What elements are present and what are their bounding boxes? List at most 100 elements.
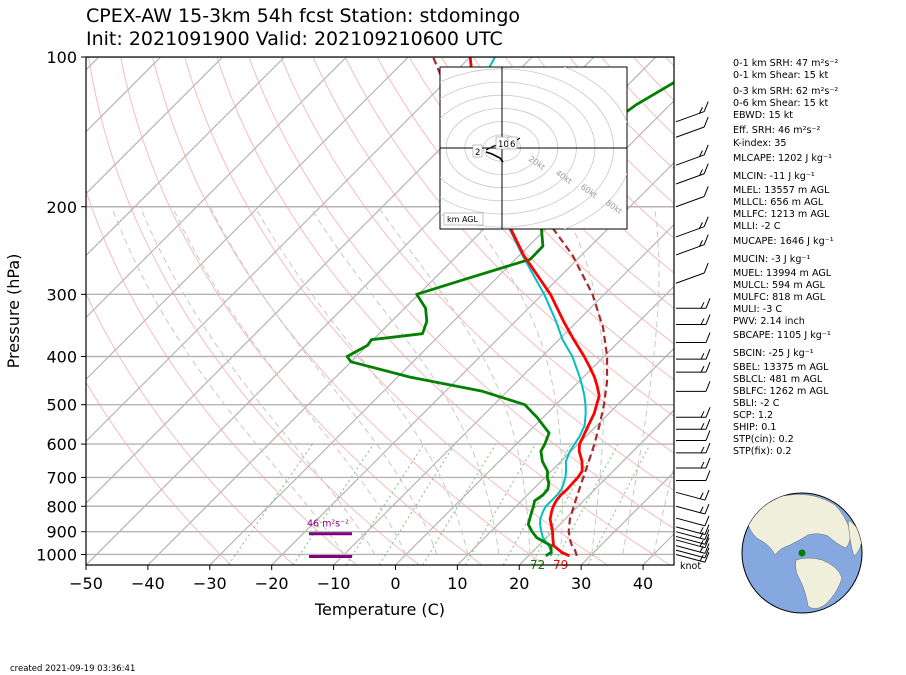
- index-item: 0-1 km Shear: 15 kt: [733, 70, 829, 81]
- wind-barbs: [675, 101, 711, 563]
- station-marker: [798, 549, 806, 557]
- moist-adiabat: [254, 206, 469, 555]
- wind-barb-flag: [704, 489, 710, 501]
- wind-barb-flag: [704, 543, 710, 554]
- wind-barb-half: [699, 506, 704, 513]
- x-tick-label: 20: [509, 574, 529, 593]
- isotherm-line: [86, 57, 224, 195]
- hodograph-trace: [485, 151, 504, 163]
- index-item: MLLFC: 1213 m AGL: [733, 209, 830, 220]
- plot-frame: [85, 56, 675, 566]
- wind-barb-half: [699, 545, 704, 553]
- index-item: MLLCL: 656 m AGL: [733, 197, 824, 208]
- index-item: K-index: 35: [733, 138, 787, 149]
- dry-adiabat: [408, 57, 674, 345]
- y-tick-label: 400: [46, 348, 77, 367]
- index-item: SBLI: -2 C: [733, 398, 780, 409]
- moist-adiabat: [463, 206, 563, 555]
- index-item: MUEL: 13994 m AGL: [733, 268, 832, 279]
- index-item: MLCAPE: 1202 J kg⁻¹: [733, 153, 832, 164]
- wind-barb-half: [699, 540, 704, 547]
- isotherm-line: [580, 471, 674, 565]
- dry-adiabat: [86, 292, 295, 565]
- dry-adiabat: [86, 189, 357, 565]
- moist-adiabat: [209, 206, 438, 555]
- wind-barb-half: [700, 422, 705, 430]
- x-tick-label: −50: [69, 574, 103, 593]
- index-item: MLLI: -2 C: [733, 221, 781, 232]
- wind-barb-flag: [704, 503, 710, 515]
- wind-barb-flag: [705, 470, 711, 481]
- wind-barb-half: [700, 352, 705, 360]
- wind-barb: [675, 535, 706, 545]
- index-item: MULI: -3 C: [733, 304, 783, 315]
- moist-adiabat: [111, 206, 345, 555]
- wind-barb-flag: [703, 144, 709, 156]
- index-item: SBEL: 13375 m AGL: [733, 362, 829, 373]
- y-tick-label: 1000: [36, 545, 77, 564]
- wind-barb: [675, 517, 706, 527]
- wind-barb-flag: [703, 163, 709, 174]
- wind-barb-half: [699, 554, 704, 562]
- wind-barb-flag: [705, 381, 711, 392]
- parcel-profile: [432, 57, 609, 557]
- wind-barb-flag: [704, 552, 710, 563]
- chart-title-line2: Init: 2021091900 Valid: 202109210600 UTC: [86, 28, 503, 50]
- x-tick-label: 30: [571, 574, 591, 593]
- dry-adiabat: [312, 57, 674, 454]
- wind-barb-half: [699, 240, 703, 247]
- wind-barb-flag: [705, 314, 711, 325]
- created-timestamp: created 2021-09-19 03:36:41: [10, 664, 136, 674]
- wind-barb-flag: [703, 262, 709, 274]
- index-item: STP(cin): 0.2: [733, 434, 794, 445]
- isotherm-line: [271, 161, 674, 565]
- dry-adiabat: [88, 57, 420, 565]
- y-tick-label: 300: [46, 285, 77, 304]
- wind-barb-flag: [703, 216, 709, 227]
- mixing-ratio-line: [345, 443, 425, 565]
- wind-barb-flag: [704, 547, 710, 559]
- mixing-ratio-line: [422, 443, 497, 565]
- isotherm-line: [86, 57, 347, 319]
- mixing-ratio-line: [227, 443, 314, 565]
- dry-adiabat: [472, 57, 674, 274]
- wind-barb: [675, 272, 705, 284]
- y-tick-label: 600: [46, 435, 77, 454]
- wind-barb-flag: [705, 332, 711, 343]
- wind-barb-flag: [705, 442, 711, 454]
- wind-barb-flag: [703, 186, 709, 197]
- wind-barb-flag: [704, 515, 710, 527]
- index-item: MLEL: 13557 m AGL: [733, 185, 830, 196]
- mixing-ratio-line: [553, 443, 619, 565]
- wind-barb-half: [700, 461, 705, 469]
- axes: 46 m²s⁻²72 791002003004005006007008009001…: [4, 48, 701, 619]
- y-tick-label: 100: [46, 48, 77, 67]
- index-item: SCP: 1.2: [733, 410, 774, 421]
- x-tick-label: −40: [131, 574, 165, 593]
- hodograph-height-label: 2: [475, 148, 480, 158]
- hodograph-height-label: 10: [498, 140, 509, 150]
- mixing-ratio-line: [378, 443, 456, 565]
- y-tick-label: 800: [46, 497, 77, 516]
- wind-barb-flag: [705, 407, 711, 418]
- index-item: MULFC: 818 m AGL: [733, 292, 826, 303]
- chart-title-line1: CPEX-AW 15-3km 54h fcst Station: stdomin…: [86, 5, 521, 27]
- wind-barb-flag: [705, 348, 711, 360]
- wind-barb: [675, 126, 705, 138]
- temperature-profile: [468, 57, 601, 558]
- dry-adiabat: [184, 57, 608, 565]
- wind-barb-half: [699, 107, 703, 114]
- x-axis-label: Temperature (C): [314, 600, 445, 619]
- wind-barb-half: [699, 531, 704, 539]
- moist-adiabat: [309, 206, 500, 555]
- moist-adiabat: [622, 206, 660, 555]
- index-item: SBCIN: -25 J kg⁻¹: [733, 348, 814, 359]
- moist-adiabat: [653, 462, 674, 555]
- x-tick-label: 10: [447, 574, 467, 593]
- mixing-ratio-line: [530, 443, 598, 565]
- wind-barb-flag: [705, 457, 711, 469]
- wind-barb-flag: [705, 430, 711, 441]
- y-tick-label: 900: [46, 523, 77, 542]
- wind-barb: [675, 531, 706, 540]
